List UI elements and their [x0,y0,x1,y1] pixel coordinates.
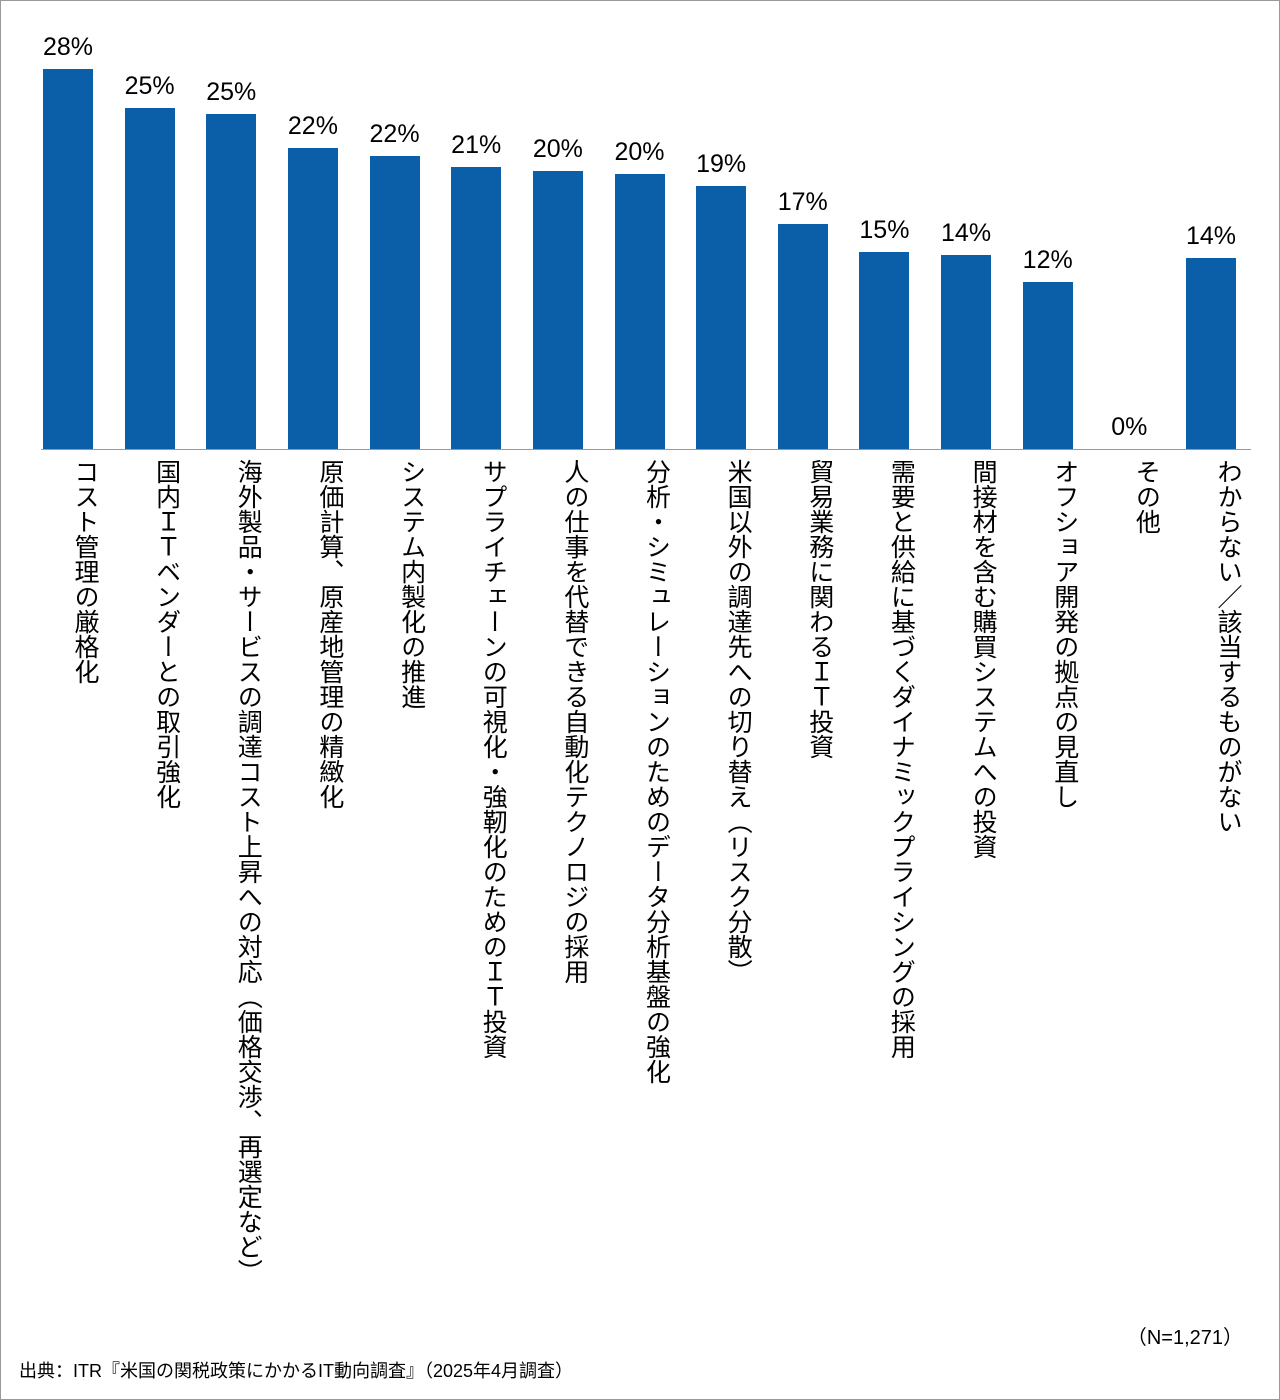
value-label: 25% [206,77,257,106]
bar [941,254,992,449]
bar [859,252,910,449]
category-label: コスト管理の厳格化 [71,459,100,684]
value-label: 28% [42,33,94,61]
value-label: 12% [1022,246,1073,275]
bar [287,147,338,449]
category-label: 海外製品・サービスの調達コスト上昇への対応（価格交渉、再選定など） [234,459,264,1284]
category-label: サプライチェーンの可視化・強靭化のためのＩＴ投資 [479,459,509,1059]
source: 出典：ITR『米国の関税政策にかかるIT動向調査』（2025年4月調査） [19,1361,574,1381]
value-label: 19% [696,149,747,178]
category-label: その他 [1132,459,1162,534]
category-label: 需要と供給に基づくダイナミックプライシングの採用 [887,459,917,1059]
value-label: 25% [124,72,175,101]
bar [532,170,583,449]
bar [696,185,747,449]
value-label: 14% [1185,221,1237,250]
value-label: 17% [777,187,828,216]
value-label: 0% [1111,413,1148,441]
bar [369,155,420,449]
bar [777,223,828,449]
bar [124,108,175,449]
category-label: 分析・シミュレーションのためのデータ分析基盤の強化 [642,459,672,1084]
value-label: 22% [287,111,338,140]
note: （N=1,271） [1126,1327,1243,1349]
category-label: わからない／該当するものがない [1214,459,1243,834]
bar [1186,257,1236,449]
value-label: 21% [451,130,502,159]
category-label: 貿易業務に関わるＩＴ投資 [805,459,835,759]
category-label: 人の仕事を代替できる自動化テクノロジの採用 [560,459,590,984]
bar [451,166,502,449]
value-label: 20% [614,137,665,166]
value-label: 15% [859,216,910,245]
baseline [41,449,1251,450]
category-label: 国内ＩＴベンダーとの取引強化 [152,459,182,809]
bar [614,173,665,449]
category-label: オフショア開発の拠点の見直し [1050,459,1080,809]
bar [43,69,93,449]
category-label: システム内製化の推進 [397,459,427,709]
category-label: 原価計算、原産地管理の精緻化 [315,459,345,809]
category-label: 間接材を含む購買システムへの投資 [969,459,999,859]
bar [206,113,257,449]
value-label: 22% [369,119,420,148]
bar [1022,282,1073,449]
value-label: 20% [532,134,583,163]
value-label: 14% [941,218,992,247]
category-label: 米国以外の調達先への切り替え（リスク分散） [724,459,754,984]
